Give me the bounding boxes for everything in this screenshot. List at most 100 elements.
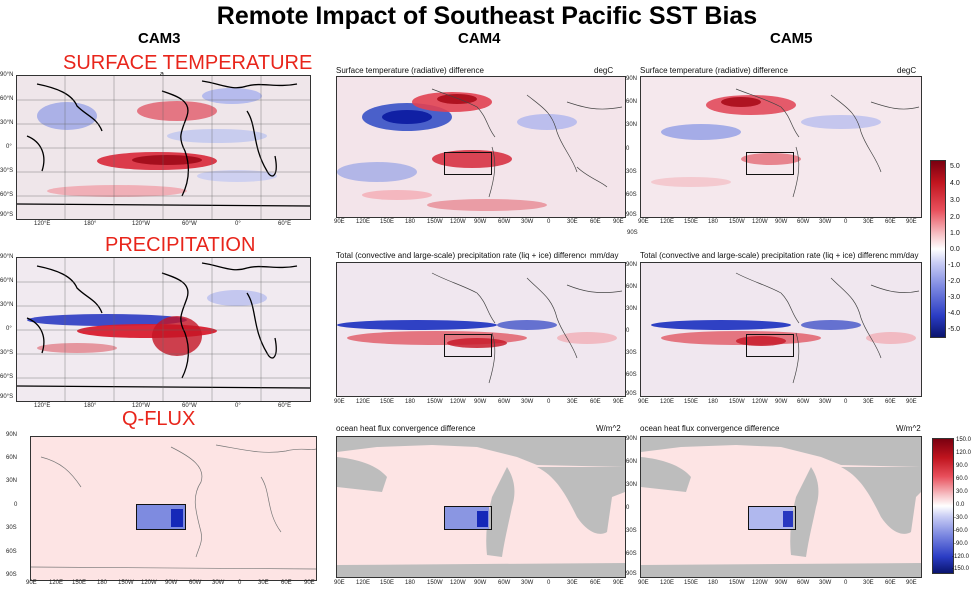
lon-tick: 120W [450,399,466,405]
lon-tick: 90E [304,580,315,586]
map-cam5-precipitation [640,262,922,397]
lon-tick: 150E [380,399,395,405]
panel-unit-cam4-temperature: degC [594,66,614,75]
colorbar-tick: 0.0 [956,502,965,508]
lon-tick: 120W [450,580,466,586]
lat-tick: 60°N [0,96,14,102]
row-heading-q-flux: Q-FLUX [122,408,196,430]
lon-tick: 60°E [278,221,292,227]
lat-tick: 0 [626,505,630,511]
row-heading-surface-temperature: SURFACE TEMPERATURE [63,52,313,74]
lon-tick: 90E [613,219,624,225]
panel-unit-cam4-precipitation: mm/day [590,251,619,260]
lat-tick: 30°N [0,302,14,308]
lon-tick: 60W [797,580,810,586]
colorbar-tick: 90.0 [956,463,968,469]
lon-tick: 60W [498,219,511,225]
lon-tick: 150W [427,219,443,225]
lon-tick: 0° [235,403,241,409]
lat-tick: 90N [6,432,18,438]
lon-tick: 150W [427,580,443,586]
colorbar-tick: -30.0 [954,515,968,521]
lon-tick: 90W [165,580,178,586]
lon-tick: 180 [405,399,416,405]
colorbar-tick: 5.0 [950,163,960,170]
lon-tick: 120E [660,399,675,405]
colorbar-tick: 30.0 [956,489,968,495]
lat-tick: 30N [6,478,18,484]
colorbar-tick: -60.0 [954,528,968,534]
lon-tick: 120E [49,580,64,586]
lon-tick: 150W [729,399,745,405]
colorbar-tick: 4.0 [950,180,960,187]
lon-tick: 60E [590,219,601,225]
lon-tick: 30W [521,580,534,586]
lon-tick: 150E [380,219,395,225]
lon-tick: 90W [474,219,487,225]
region-box-cam4-precipitation [444,334,492,357]
lon-tick: 90W [775,399,788,405]
lat-tick: 90°S [0,394,14,400]
lon-tick: 180 [405,580,416,586]
column-header-cam3: CAM3 [138,30,181,47]
colorbar-tick: -2.0 [948,278,961,285]
lat-tick: 30°N [0,120,14,126]
lon-tick: 120W [141,580,157,586]
panel-title-cam5-precipitation: Total (convective and large-scale) preci… [640,251,888,260]
colorbar-tick: -150.0 [952,566,970,572]
lat-tick: 90°N [0,254,14,260]
row-heading-precipitation: PRECIPITATION [105,234,256,256]
lon-tick: 120E [660,219,675,225]
lon-tick: 180 [708,399,719,405]
colorbar-tick: 1.0 [950,230,960,237]
lon-tick: 150E [684,580,699,586]
lat-tick: 30S [6,525,17,531]
lat-tick: 60°S [0,192,14,198]
map-field [337,263,625,396]
lon-tick: 120W [450,219,466,225]
lat-tick: 60°N [0,278,14,284]
map-cam3-temperature [16,75,311,220]
map-cam4-precipitation [336,262,626,397]
lon-tick: 180 [405,219,416,225]
lon-tick: 30W [212,580,225,586]
lon-tick: 90E [638,399,649,405]
lon-tick: 120E [356,219,371,225]
lon-tick: 90E [334,219,345,225]
lon-tick: 120°W [132,403,151,409]
panel-unit-cam5-qflux: W/m^2 [896,424,921,433]
lat-tick: 90N [626,436,638,442]
lat-tick: 30N [626,306,638,312]
colorbar-tick: 0.0 [950,246,960,253]
lat-tick: 90S [627,230,638,236]
colorbar-tick: 150.0 [956,437,972,443]
lon-tick: 90W [474,399,487,405]
row-note: a [160,71,164,78]
lat-tick: 90S [6,572,17,578]
lon-tick: 120°E [34,221,51,227]
lon-tick: 150W [427,399,443,405]
lon-tick: 30E [567,219,578,225]
lat-tick: 90N [626,76,638,82]
lat-tick: 0° [6,144,12,150]
lon-tick: 90E [638,219,649,225]
region-box-cam5-qflux [748,506,796,530]
lon-tick: 30W [521,219,534,225]
panel-title-cam4-qflux: ocean heat flux convergence difference [336,424,476,433]
colorbar-tick: -3.0 [948,294,961,301]
panel-title-cam5-qflux: ocean heat flux convergence difference [640,424,780,433]
lon-tick: 30E [863,219,874,225]
lon-tick: 60W [797,399,810,405]
lon-tick: 150E [684,399,699,405]
colorbar-tick: 120.0 [956,450,972,456]
lon-tick: 60°E [278,403,292,409]
colorbar-tick: -90.0 [954,541,968,547]
lon-tick: 180 [97,580,108,586]
map-cam5-temperature [640,76,922,218]
map-field [31,444,316,570]
region-box-cam3-qflux [136,504,186,530]
lon-tick: 90E [26,580,37,586]
panel-unit-cam4-qflux: W/m^2 [596,424,621,433]
lat-tick: 90S [626,571,637,577]
column-header-cam5: CAM5 [770,30,813,47]
